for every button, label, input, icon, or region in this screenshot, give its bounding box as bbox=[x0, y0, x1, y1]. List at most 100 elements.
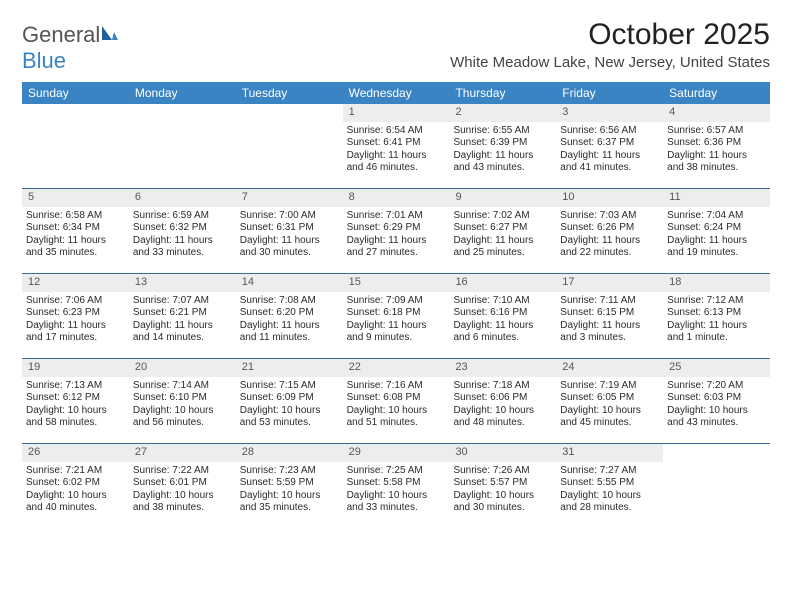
daylight-line: Daylight: 10 hours and 56 minutes. bbox=[133, 405, 232, 430]
daylight-line: Daylight: 10 hours and 38 minutes. bbox=[133, 490, 232, 515]
day-cell: 24Sunrise: 7:19 AMSunset: 6:05 PMDayligh… bbox=[556, 359, 663, 443]
sunrise-line: Sunrise: 7:09 AM bbox=[347, 295, 446, 308]
sunrise-line: Sunrise: 7:04 AM bbox=[667, 210, 766, 223]
day-body: Sunrise: 7:11 AMSunset: 6:15 PMDaylight:… bbox=[556, 292, 663, 349]
day-body: Sunrise: 7:10 AMSunset: 6:16 PMDaylight:… bbox=[449, 292, 556, 349]
sunrise-line: Sunrise: 6:54 AM bbox=[347, 125, 446, 138]
day-header-wednesday: Wednesday bbox=[343, 82, 450, 104]
sunrise-line: Sunrise: 7:01 AM bbox=[347, 210, 446, 223]
day-cell: 31Sunrise: 7:27 AMSunset: 5:55 PMDayligh… bbox=[556, 444, 663, 528]
sunset-line: Sunset: 6:05 PM bbox=[560, 392, 659, 405]
sunrise-line: Sunrise: 7:12 AM bbox=[667, 295, 766, 308]
sunset-line: Sunset: 6:41 PM bbox=[347, 137, 446, 150]
day-number: 23 bbox=[449, 359, 556, 377]
sunset-line: Sunset: 6:37 PM bbox=[560, 137, 659, 150]
sunset-line: Sunset: 6:12 PM bbox=[26, 392, 125, 405]
day-cell: 1Sunrise: 6:54 AMSunset: 6:41 PMDaylight… bbox=[343, 104, 450, 188]
day-body: Sunrise: 7:20 AMSunset: 6:03 PMDaylight:… bbox=[663, 377, 770, 434]
sunset-line: Sunset: 6:13 PM bbox=[667, 307, 766, 320]
day-cell: 7Sunrise: 7:00 AMSunset: 6:31 PMDaylight… bbox=[236, 189, 343, 273]
daylight-line: Daylight: 10 hours and 45 minutes. bbox=[560, 405, 659, 430]
day-body: Sunrise: 7:07 AMSunset: 6:21 PMDaylight:… bbox=[129, 292, 236, 349]
day-body: Sunrise: 7:15 AMSunset: 6:09 PMDaylight:… bbox=[236, 377, 343, 434]
daylight-line: Daylight: 11 hours and 27 minutes. bbox=[347, 235, 446, 260]
logo-text: GeneralBlue bbox=[22, 22, 120, 74]
day-header-tuesday: Tuesday bbox=[236, 82, 343, 104]
day-number: 27 bbox=[129, 444, 236, 462]
day-body: Sunrise: 7:13 AMSunset: 6:12 PMDaylight:… bbox=[22, 377, 129, 434]
daylight-line: Daylight: 10 hours and 53 minutes. bbox=[240, 405, 339, 430]
day-cell: 21Sunrise: 7:15 AMSunset: 6:09 PMDayligh… bbox=[236, 359, 343, 443]
day-number: 15 bbox=[343, 274, 450, 292]
sunrise-line: Sunrise: 7:03 AM bbox=[560, 210, 659, 223]
sunset-line: Sunset: 6:26 PM bbox=[560, 222, 659, 235]
day-body: Sunrise: 7:21 AMSunset: 6:02 PMDaylight:… bbox=[22, 462, 129, 519]
week-row: 19Sunrise: 7:13 AMSunset: 6:12 PMDayligh… bbox=[22, 359, 770, 444]
day-header-saturday: Saturday bbox=[663, 82, 770, 104]
day-cell: 2Sunrise: 6:55 AMSunset: 6:39 PMDaylight… bbox=[449, 104, 556, 188]
day-cell: 14Sunrise: 7:08 AMSunset: 6:20 PMDayligh… bbox=[236, 274, 343, 358]
day-number: 8 bbox=[343, 189, 450, 207]
day-number: 24 bbox=[556, 359, 663, 377]
sunset-line: Sunset: 6:10 PM bbox=[133, 392, 232, 405]
day-body: Sunrise: 7:18 AMSunset: 6:06 PMDaylight:… bbox=[449, 377, 556, 434]
daylight-line: Daylight: 11 hours and 46 minutes. bbox=[347, 150, 446, 175]
sunrise-line: Sunrise: 7:14 AM bbox=[133, 380, 232, 393]
sunset-line: Sunset: 6:03 PM bbox=[667, 392, 766, 405]
day-cell: 29Sunrise: 7:25 AMSunset: 5:58 PMDayligh… bbox=[343, 444, 450, 528]
day-number: 3 bbox=[556, 104, 663, 122]
sunrise-line: Sunrise: 6:59 AM bbox=[133, 210, 232, 223]
logo-word-1: General bbox=[22, 22, 100, 47]
sunrise-line: Sunrise: 7:25 AM bbox=[347, 465, 446, 478]
day-number: 14 bbox=[236, 274, 343, 292]
week-row: 12Sunrise: 7:06 AMSunset: 6:23 PMDayligh… bbox=[22, 274, 770, 359]
day-number: 22 bbox=[343, 359, 450, 377]
day-body: Sunrise: 7:26 AMSunset: 5:57 PMDaylight:… bbox=[449, 462, 556, 519]
day-body: Sunrise: 7:06 AMSunset: 6:23 PMDaylight:… bbox=[22, 292, 129, 349]
daylight-line: Daylight: 10 hours and 48 minutes. bbox=[453, 405, 552, 430]
sunset-line: Sunset: 5:57 PM bbox=[453, 477, 552, 490]
day-header-friday: Friday bbox=[556, 82, 663, 104]
day-number: 20 bbox=[129, 359, 236, 377]
day-number: 6 bbox=[129, 189, 236, 207]
daylight-line: Daylight: 10 hours and 40 minutes. bbox=[26, 490, 125, 515]
sunset-line: Sunset: 6:27 PM bbox=[453, 222, 552, 235]
sunset-line: Sunset: 6:09 PM bbox=[240, 392, 339, 405]
day-body: Sunrise: 6:58 AMSunset: 6:34 PMDaylight:… bbox=[22, 207, 129, 264]
sunrise-line: Sunrise: 7:06 AM bbox=[26, 295, 125, 308]
daylight-line: Daylight: 11 hours and 43 minutes. bbox=[453, 150, 552, 175]
day-body: Sunrise: 7:00 AMSunset: 6:31 PMDaylight:… bbox=[236, 207, 343, 264]
daylight-line: Daylight: 11 hours and 3 minutes. bbox=[560, 320, 659, 345]
day-body: Sunrise: 6:56 AMSunset: 6:37 PMDaylight:… bbox=[556, 122, 663, 179]
day-body: Sunrise: 7:22 AMSunset: 6:01 PMDaylight:… bbox=[129, 462, 236, 519]
daylight-line: Daylight: 11 hours and 33 minutes. bbox=[133, 235, 232, 260]
day-cell: 27Sunrise: 7:22 AMSunset: 6:01 PMDayligh… bbox=[129, 444, 236, 528]
day-cell bbox=[236, 104, 343, 188]
sunrise-line: Sunrise: 7:16 AM bbox=[347, 380, 446, 393]
sunset-line: Sunset: 6:18 PM bbox=[347, 307, 446, 320]
day-number: 31 bbox=[556, 444, 663, 462]
sunset-line: Sunset: 5:58 PM bbox=[347, 477, 446, 490]
daylight-line: Daylight: 11 hours and 25 minutes. bbox=[453, 235, 552, 260]
logo: GeneralBlue bbox=[22, 22, 120, 74]
week-row: 1Sunrise: 6:54 AMSunset: 6:41 PMDaylight… bbox=[22, 104, 770, 189]
day-body: Sunrise: 7:19 AMSunset: 6:05 PMDaylight:… bbox=[556, 377, 663, 434]
title-block: October 2025 White Meadow Lake, New Jers… bbox=[450, 18, 770, 71]
day-body: Sunrise: 6:55 AMSunset: 6:39 PMDaylight:… bbox=[449, 122, 556, 179]
day-header-sunday: Sunday bbox=[22, 82, 129, 104]
day-number: 30 bbox=[449, 444, 556, 462]
day-body: Sunrise: 7:25 AMSunset: 5:58 PMDaylight:… bbox=[343, 462, 450, 519]
day-cell: 9Sunrise: 7:02 AMSunset: 6:27 PMDaylight… bbox=[449, 189, 556, 273]
daylight-line: Daylight: 10 hours and 28 minutes. bbox=[560, 490, 659, 515]
sunrise-line: Sunrise: 7:07 AM bbox=[133, 295, 232, 308]
day-body: Sunrise: 7:27 AMSunset: 5:55 PMDaylight:… bbox=[556, 462, 663, 519]
sunset-line: Sunset: 6:15 PM bbox=[560, 307, 659, 320]
logo-word-2: Blue bbox=[22, 48, 66, 73]
sunset-line: Sunset: 6:06 PM bbox=[453, 392, 552, 405]
daylight-line: Daylight: 10 hours and 30 minutes. bbox=[453, 490, 552, 515]
calendar: SundayMondayTuesdayWednesdayThursdayFrid… bbox=[22, 82, 770, 528]
day-cell bbox=[129, 104, 236, 188]
daylight-line: Daylight: 11 hours and 9 minutes. bbox=[347, 320, 446, 345]
location: White Meadow Lake, New Jersey, United St… bbox=[450, 54, 770, 71]
sunset-line: Sunset: 6:34 PM bbox=[26, 222, 125, 235]
